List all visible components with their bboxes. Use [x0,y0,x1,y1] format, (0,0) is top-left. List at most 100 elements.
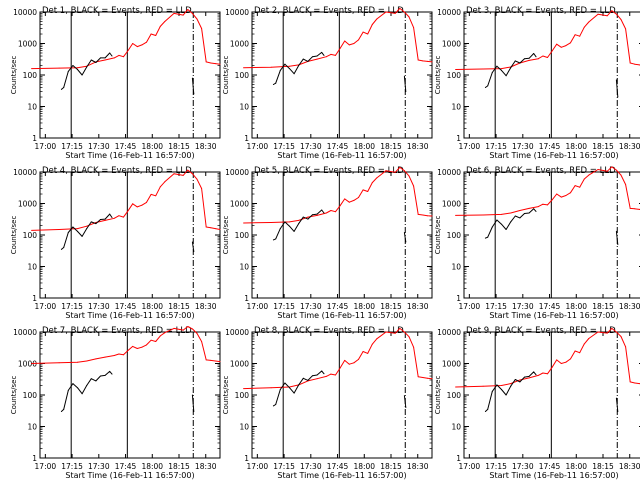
lld-point [629,381,631,383]
lld-point [353,362,355,364]
lld-point [95,358,97,360]
x-tick-label: 17:45 [539,302,561,311]
lld-point [565,195,567,196]
y-tick-label: 10 [239,103,249,112]
x-axis-label: Start Time (16-Feb-11 16:57:00) [277,151,406,160]
events-point [484,411,486,412]
lld-point [358,197,359,198]
lld-point [118,54,120,56]
x-tick-label: 17:15 [485,462,507,471]
events-series-line [615,398,619,412]
y-tick-label: 100 [235,231,250,240]
events-point [535,56,537,58]
lld-point [501,68,502,70]
events-point [405,407,407,408]
x-tick-label: 17:00 [35,302,57,311]
lld-series-line [243,7,433,69]
x-tick-label: 18:30 [407,142,429,151]
y-tick-label: 1 [244,134,249,143]
lld-point [182,329,184,331]
x-tick-label: 18:15 [168,142,190,151]
lld-point [519,210,521,211]
detector-panel: Det 6, BLACK = Events, RED = LLD 17:00 17:… [434,166,640,320]
events-point [323,373,325,375]
lld-point [510,212,512,214]
detector-panel: Det 3, BLACK = Events, RED = LLD 17:00 17:… [434,6,640,160]
x-tick-label: 18:00 [141,462,163,471]
events-point [67,232,69,233]
panel-title: Det 1, BLACK = Events, RED = LLD [42,6,192,16]
y-tick-label: 10000 [225,328,249,337]
events-series-line [615,231,619,245]
x-tick-label: 17:45 [327,302,349,311]
lld-point [634,208,636,210]
y-tick-label: 100 [23,231,38,240]
lld-point [583,178,585,180]
lld-point [243,388,245,390]
lld-point [417,59,419,61]
lld-point [58,362,60,364]
x-tick-label: 17:15 [61,462,83,471]
lld-point [367,191,369,192]
events-point [111,373,113,375]
x-axis-label: Start Time (16-Feb-11 16:57:00) [65,311,194,320]
lld-point [214,360,216,362]
y-tick-label: 1 [456,454,461,463]
x-tick-label: 18:30 [619,142,640,151]
detector-panel: Det 8, BLACK = Events, RED = LLD 17:00 17:… [222,326,433,480]
lld-point [579,35,581,37]
x-tick-label: 18:00 [353,302,375,311]
events-point [193,411,195,412]
lld-point [606,332,608,334]
lld-point [77,67,78,69]
events-point [484,87,486,88]
events-point [316,55,318,57]
y-axis-label: Counts/sec [222,216,230,255]
events-point [524,376,525,378]
lld-point [537,374,539,376]
events-point [528,212,530,214]
x-axis-label: Start Time (16-Feb-11 16:57:00) [489,471,618,480]
detector-panel: Det 2, BLACK = Events, RED = LLD 17:00 17:… [222,6,433,160]
events-point [615,230,617,232]
lld-point [556,359,558,361]
lld-point [510,383,512,385]
lld-point [556,43,558,45]
lld-point [307,216,309,218]
lld-point [182,174,184,176]
x-tick-label: 18:00 [353,142,375,151]
lld-point [159,335,161,337]
lld-point [620,336,622,337]
lld-point [348,44,350,46]
events-point [284,63,286,65]
y-tick-label: 10 [451,103,461,112]
y-tick-label: 1000 [442,200,461,209]
lld-point [358,39,359,41]
x-tick-label: 18:00 [565,142,587,151]
y-axis-label: Counts/sec [222,376,230,415]
lld-point [146,41,147,43]
events-point [501,389,502,390]
lld-point [371,182,373,184]
x-tick-label: 17:30 [88,302,110,311]
events-series-line [615,79,619,98]
events-point [60,88,62,90]
events-point [104,374,106,376]
lld-point [385,11,387,13]
y-axis-label: Counts/sec [10,216,18,255]
lld-point [611,10,613,12]
lld-point [501,213,502,215]
lld-point [348,201,350,203]
detector-panel: Det 7, BLACK = Events, RED = LLD 17:00 17:… [10,326,221,480]
lld-point [422,377,424,378]
lld-point [417,376,419,378]
lld-point [118,353,120,355]
x-tick-label: 17:15 [485,302,507,311]
lld-point [150,33,152,35]
lld-point [547,57,548,58]
x-tick-label: 17:15 [273,462,295,471]
y-tick-label: 1 [244,294,249,303]
events-point [289,387,290,389]
lld-point [196,18,198,20]
lld-point [104,59,106,61]
